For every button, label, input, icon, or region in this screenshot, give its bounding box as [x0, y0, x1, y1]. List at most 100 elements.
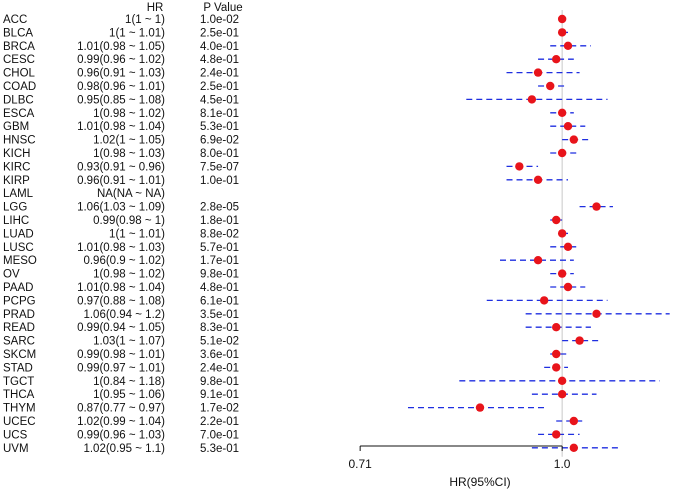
- cancer-label: LIHC: [3, 215, 29, 227]
- hr-point: [527, 95, 537, 104]
- cancer-label: MESO: [3, 255, 37, 267]
- p-value-text: 5.3e-01: [200, 443, 239, 455]
- hr-point: [533, 68, 543, 77]
- hr-point: [552, 363, 561, 372]
- row-ucec: UCEC 1.02(0.99 ~ 1.04) 2.2e-01: [3, 416, 586, 428]
- p-value-text: 5.3e-01: [200, 121, 239, 133]
- hr-ci-text: 1.01(0.98 ~ 1.03): [77, 242, 165, 254]
- hr-point: [533, 256, 543, 265]
- p-value-text: 5.1e-02: [200, 336, 239, 348]
- cancer-label: CESC: [3, 54, 35, 66]
- row-thca: THCA 1(0.95 ~ 1.06) 9.1e-01: [3, 389, 597, 401]
- row-hnsc: HNSC 1.02(1 ~ 1.05) 6.9e-02: [3, 135, 591, 147]
- hr-point: [557, 148, 567, 158]
- p-value-text: 5.7e-01: [200, 242, 239, 254]
- cancer-label: LUSC: [3, 242, 34, 254]
- hr-point: [563, 41, 573, 50]
- p-value-text: 6.9e-02: [200, 135, 239, 147]
- hr-point: [552, 55, 561, 64]
- hr-column-header: HR: [147, 2, 164, 14]
- p-value-text: 4.8e-01: [200, 282, 239, 294]
- row-pcpg: PCPG 0.97(0.88 ~ 1.08) 6.1e-01: [3, 295, 608, 307]
- hr-point: [552, 323, 561, 332]
- hr-ci-text: 0.99(0.98 ~ 1): [93, 215, 165, 227]
- hr-point: [569, 443, 579, 452]
- cancer-label: PAAD: [3, 282, 33, 294]
- row-paad: PAAD 1.01(0.98 ~ 1.04) 4.8e-01: [3, 282, 586, 294]
- hr-point: [557, 28, 567, 37]
- cancer-label: UCS: [3, 429, 28, 441]
- hr-point: [557, 376, 567, 385]
- hr-ci-text: 1.01(0.98 ~ 1.04): [77, 121, 165, 133]
- row-coad: COAD 0.98(0.96 ~ 1.01) 2.5e-01: [3, 81, 569, 93]
- p-value-text: 4.8e-01: [200, 54, 239, 66]
- hr-ci-text: 0.96(0.91 ~ 1.01): [77, 175, 165, 187]
- row-uvm: UVM 1.02(0.95 ~ 1.1) 5.3e-01: [3, 443, 619, 455]
- hr-point: [557, 390, 567, 399]
- p-value-text: 2.5e-01: [200, 81, 239, 93]
- cancer-label: CHOL: [3, 68, 36, 80]
- hr-ci-text: 0.99(0.98 ~ 1.01): [77, 349, 165, 361]
- cancer-label: HNSC: [3, 135, 36, 147]
- hr-ci-text: 0.99(0.96 ~ 1.02): [77, 54, 165, 66]
- row-cesc: CESC 0.99(0.96 ~ 1.02) 4.8e-01: [3, 54, 574, 66]
- row-ov: OV 1(0.98 ~ 1.02) 9.8e-01: [3, 269, 574, 281]
- cancer-label: STAD: [3, 362, 33, 374]
- x-tick-label: 0.71: [348, 457, 372, 471]
- hr-point: [552, 349, 561, 359]
- hr-point: [557, 229, 567, 238]
- row-lusc: LUSC 1.01(0.98 ~ 1.03) 5.7e-01: [3, 242, 580, 254]
- hr-ci-text: 1(1 ~ 1.01): [109, 27, 165, 39]
- p-value-text: 6.1e-01: [200, 295, 239, 307]
- row-acc: ACC 1(1 ~ 1) 1.0e-02: [3, 14, 567, 26]
- hr-ci-text: 1(0.84 ~ 1.18): [93, 376, 165, 388]
- cancer-label: GBM: [3, 121, 29, 133]
- row-thym: THYM 0.87(0.77 ~ 0.97) 1.7e-02: [3, 403, 545, 415]
- p-value-text: 7.0e-01: [200, 429, 239, 441]
- p-value-text: 1.7e-02: [200, 403, 239, 415]
- hr-ci-text: NA(NA ~ NA): [97, 188, 165, 200]
- cancer-label: UCEC: [3, 416, 36, 428]
- cancer-label: THCA: [3, 389, 35, 401]
- p-value-text: 8.1e-01: [200, 108, 239, 120]
- row-skcm: SKCM 0.99(0.98 ~ 1.01) 3.6e-01: [3, 349, 569, 361]
- row-sarc: SARC 1.03(1 ~ 1.07) 5.1e-02: [3, 336, 603, 348]
- x-axis-label: HR(95%CI): [449, 475, 510, 489]
- hr-point: [515, 162, 524, 171]
- hr-point: [533, 175, 543, 184]
- hr-point: [552, 430, 561, 439]
- p-value-text: 2.4e-01: [200, 68, 239, 80]
- row-tgct: TGCT 1(0.84 ~ 1.18) 9.8e-01: [3, 376, 660, 388]
- hr-ci-text: 1(0.98 ~ 1.03): [93, 148, 165, 160]
- p-value-text: 2.8e-05: [200, 202, 239, 214]
- hr-ci-text: 1.02(1 ~ 1.05): [93, 135, 165, 147]
- row-lgg: LGG 1.06(1.03 ~ 1.09) 2.8e-05: [3, 202, 613, 214]
- hr-ci-text: 1(0.95 ~ 1.06): [93, 389, 165, 401]
- cancer-label: PRAD: [3, 309, 35, 321]
- p-value-text: 9.1e-01: [200, 389, 239, 401]
- row-esca: ESCA 1(0.98 ~ 1.02) 8.1e-01: [3, 108, 574, 120]
- hr-ci-text: 1.06(1.03 ~ 1.09): [77, 202, 165, 214]
- cancer-label: COAD: [3, 81, 36, 93]
- hr-ci-text: 1(0.98 ~ 1.02): [93, 269, 165, 281]
- p-value-text: 7.5e-07: [200, 161, 239, 173]
- cancer-label: READ: [3, 322, 35, 334]
- p-value-text: 8.8e-02: [200, 228, 239, 240]
- p-value-text: 2.4e-01: [200, 362, 239, 374]
- cancer-label: OV: [3, 269, 20, 281]
- row-stad: STAD 0.99(0.97 ~ 1.01) 2.4e-01: [3, 362, 569, 374]
- hr-point: [575, 336, 584, 345]
- cancer-label: PCPG: [3, 295, 36, 307]
- p-value-column-header: P Value: [203, 2, 242, 14]
- p-value-text: 4.0e-01: [200, 41, 239, 53]
- row-blca: BLCA 1(1 ~ 1.01) 2.5e-01: [3, 27, 569, 39]
- hr-point: [592, 202, 601, 211]
- p-value-text: 3.6e-01: [200, 349, 239, 361]
- p-value-text: 8.3e-01: [200, 322, 239, 334]
- hr-point: [557, 269, 567, 278]
- p-value-text: 9.8e-01: [200, 269, 239, 281]
- cancer-label: UVM: [3, 443, 29, 455]
- p-value-text: 1.7e-01: [200, 255, 239, 267]
- hr-point: [563, 282, 573, 292]
